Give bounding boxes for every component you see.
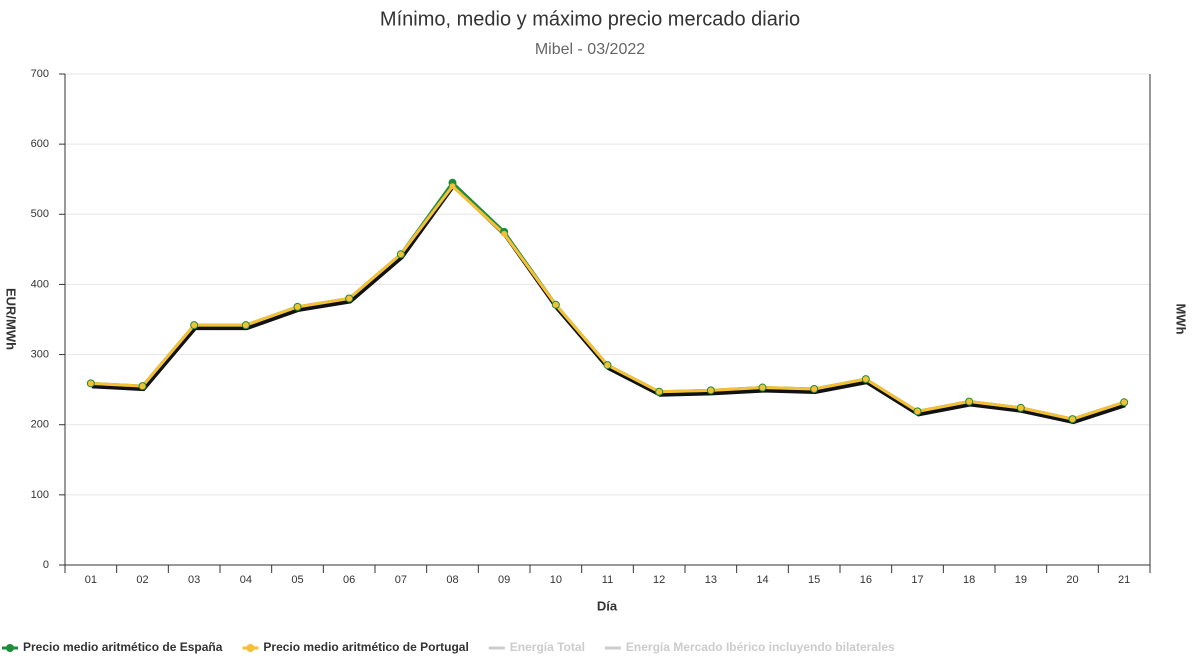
- x-tick-label: 01: [85, 574, 97, 586]
- y-tick-label: 300: [31, 348, 49, 360]
- series-line: [90, 180, 1125, 421]
- point: [759, 384, 766, 391]
- x-tick-label: 13: [705, 574, 717, 586]
- y-axis-title: EUR/MWh: [4, 288, 19, 350]
- x-tick-label: 10: [550, 574, 562, 586]
- y-tick-label: 500: [31, 208, 49, 220]
- x-tick-label: 17: [911, 574, 923, 586]
- y-tick-label: 600: [31, 138, 49, 150]
- x-tick-label: 11: [602, 574, 613, 586]
- x-tick-label: 07: [395, 574, 407, 586]
- x-tick-label: 08: [446, 574, 458, 586]
- point: [294, 303, 301, 310]
- x-tick-label: 20: [1066, 574, 1078, 586]
- y2-axis-title: MWh: [1174, 303, 1189, 334]
- point: [707, 387, 714, 394]
- point: [966, 398, 973, 405]
- point: [1017, 404, 1024, 411]
- x-tick-label: 09: [498, 574, 510, 586]
- x-tick-label: 12: [653, 574, 665, 586]
- x-tick-label: 04: [240, 574, 252, 586]
- y-tick-label: 0: [43, 559, 49, 571]
- legend-symbol: [6, 644, 14, 652]
- x-tick-label: 19: [1015, 574, 1027, 586]
- point: [811, 385, 818, 392]
- x-tick-label: 18: [963, 574, 975, 586]
- y-tick-label: 100: [31, 489, 49, 501]
- x-tick-label: 02: [136, 574, 148, 586]
- point: [397, 251, 404, 258]
- y-tick-label: 400: [31, 278, 49, 290]
- point: [139, 383, 146, 390]
- chart-title: Mínimo, medio y máximo precio mercado di…: [380, 8, 800, 30]
- point: [501, 230, 508, 237]
- y-tick-label: 200: [31, 419, 49, 431]
- x-tick-label: 14: [756, 574, 768, 586]
- chart-subtitle: Mibel - 03/2022: [535, 41, 645, 58]
- x-tick-label: 16: [860, 574, 872, 586]
- point: [87, 380, 94, 387]
- point: [242, 322, 249, 329]
- series-line: [90, 184, 1125, 421]
- point: [552, 301, 559, 308]
- point: [604, 362, 611, 369]
- x-tick-label: 05: [291, 574, 303, 586]
- point: [191, 322, 198, 329]
- legend-symbol: [246, 644, 255, 652]
- legend-label: Energía Mercado Ibérico incluyendo bilat…: [626, 640, 895, 654]
- x-axis-title: Día: [597, 598, 618, 613]
- line-shadow: [91, 182, 1126, 425]
- legend-label: Precio medio aritmético de España: [23, 640, 223, 654]
- y-tick-label: 700: [31, 68, 49, 80]
- point: [1121, 399, 1128, 406]
- point: [449, 183, 456, 190]
- legend-label: Precio medio aritmético de Portugal: [263, 640, 468, 654]
- x-tick-label: 03: [188, 574, 200, 586]
- legend-label: Energía Total: [510, 640, 585, 654]
- point: [862, 376, 869, 383]
- x-tick-label: 06: [343, 574, 355, 586]
- point: [656, 388, 663, 395]
- point: [1069, 416, 1076, 423]
- point: [346, 295, 353, 302]
- x-tick-label: 21: [1118, 574, 1130, 586]
- point: [914, 408, 921, 415]
- x-tick-label: 15: [808, 574, 820, 586]
